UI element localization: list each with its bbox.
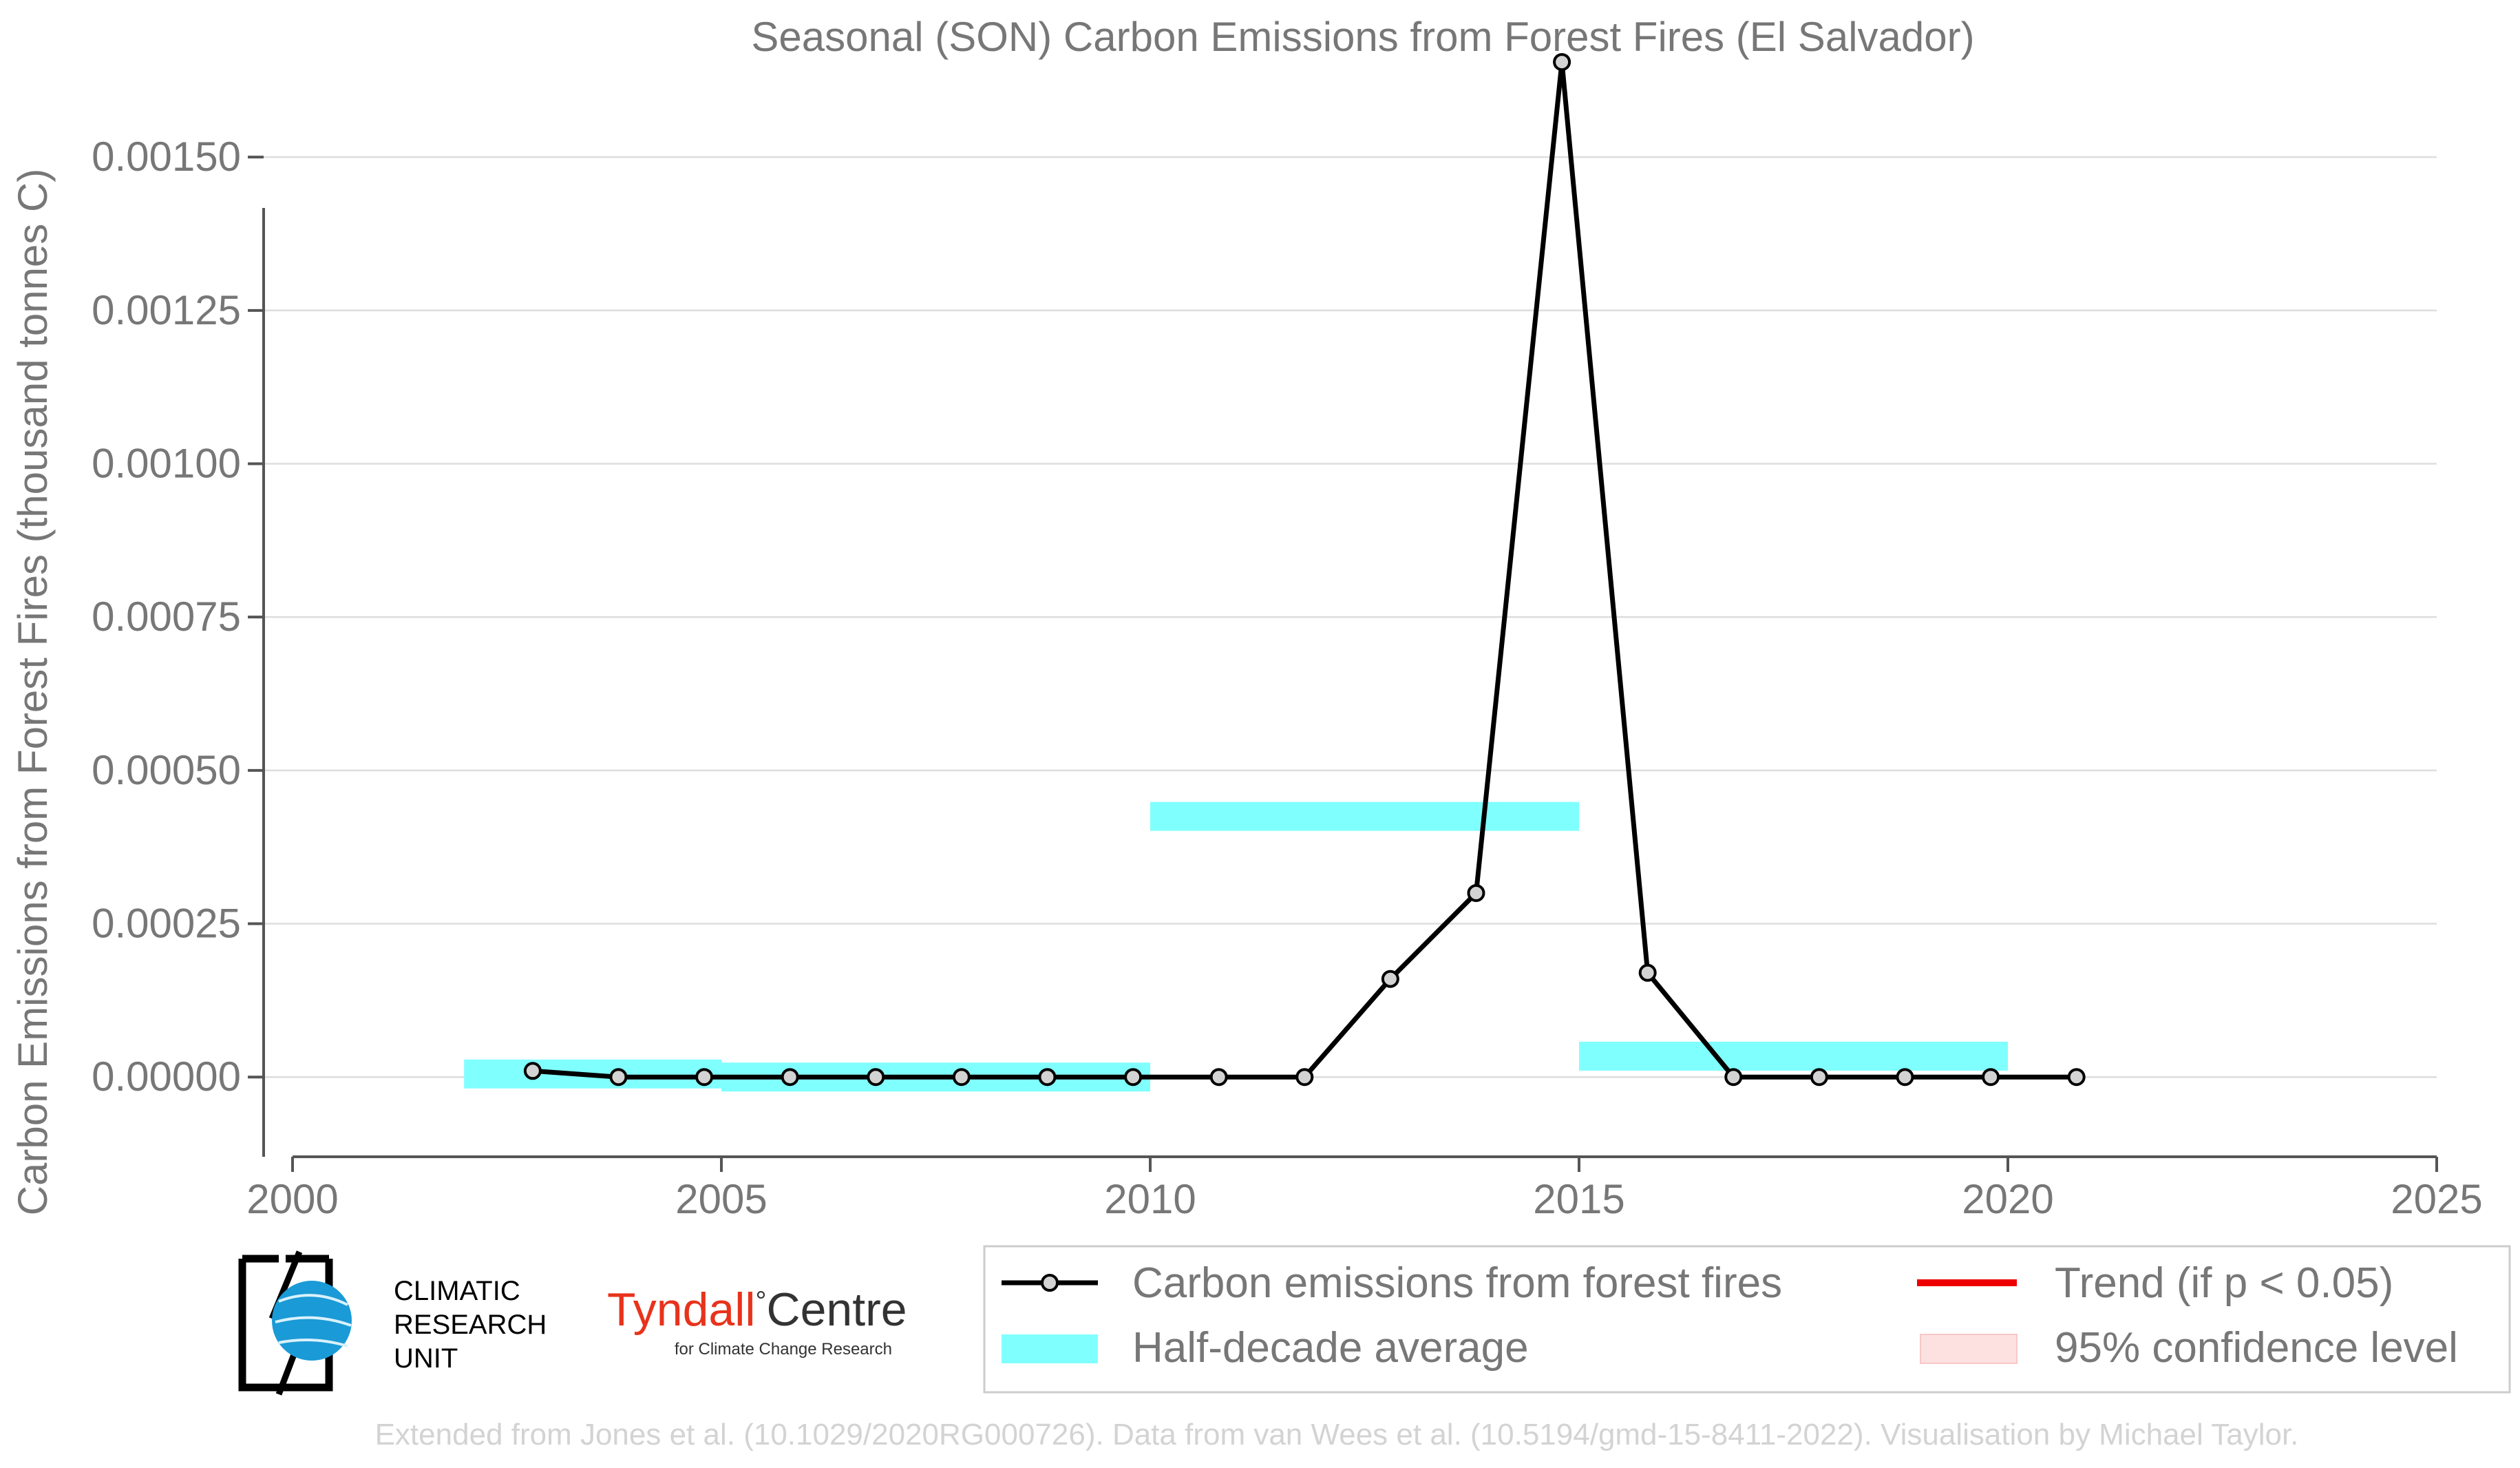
y-tick-labels: 0.00000 0.00025 0.00050 0.00075 0.00100 0.001… — [92, 134, 264, 1100]
y-tick-label: 0.00100 — [92, 440, 241, 486]
y-tick-label: 0.00075 — [92, 594, 241, 640]
chart-title: Seasonal (SON) Carbon Emissions from For… — [751, 14, 1974, 60]
emissions-point — [867, 1068, 885, 1087]
cru-logo: CLIMATIC RESEARCH UNIT — [238, 1250, 547, 1396]
emissions-point — [609, 1068, 628, 1087]
x-tick-label: 2015 — [1533, 1176, 1624, 1222]
x-tick-label: 2010 — [1104, 1176, 1196, 1222]
cru-logo-line-3: UNIT — [394, 1343, 458, 1374]
y-tick-label: 0.00150 — [92, 134, 241, 180]
half-decade-band — [1579, 1041, 2008, 1071]
emissions-point — [1982, 1068, 2000, 1087]
emissions-point — [1038, 1068, 1057, 1087]
tyndall-logo-text: Tyndall°Centre — [607, 1283, 907, 1336]
emissions-point — [523, 1062, 542, 1080]
legend-marker-swatch — [1041, 1274, 1059, 1292]
emissions-point — [1381, 969, 1399, 988]
legend-label-trend: Trend (if p < 0.05) — [2055, 1259, 2393, 1307]
emissions-point — [695, 1068, 714, 1087]
cru-logo-line-2: RESEARCH — [394, 1310, 547, 1340]
emissions-point — [1724, 1068, 1743, 1087]
tyndall-logo-word: Tyndall — [607, 1283, 755, 1336]
axes — [262, 208, 2437, 1158]
x-tick-label: 2000 — [246, 1176, 338, 1222]
emissions-point — [1553, 53, 1571, 72]
source-note: Extended from Jones et al. (10.1029/2020… — [375, 1418, 2299, 1451]
gridlines — [264, 156, 2437, 1078]
half-decade-band — [1150, 801, 1579, 831]
legend-confidence-swatch — [1920, 1334, 2018, 1364]
emissions-point — [1209, 1068, 1228, 1087]
legend-average-swatch — [1002, 1334, 1098, 1363]
tyndall-logo: Tyndall°Centre for Climate Change Resear… — [607, 1283, 907, 1359]
emissions-point — [1810, 1068, 1828, 1087]
emissions-point — [2067, 1068, 2086, 1087]
emissions-point — [781, 1068, 799, 1087]
emissions-point — [952, 1068, 971, 1087]
x-tick-label: 2025 — [2391, 1176, 2482, 1222]
tyndall-logo-centre: Centre — [766, 1283, 907, 1336]
legend-label-average: Half-decade average — [1132, 1324, 1529, 1372]
cru-logo-frame — [238, 1255, 333, 1392]
emissions-point — [1295, 1068, 1314, 1087]
legend: Carbon emissions from forest fires Trend… — [983, 1245, 2511, 1394]
y-tick-label: 0.00000 — [92, 1053, 241, 1100]
emissions-point — [1896, 1068, 1914, 1087]
legend-label-confidence: 95% confidence level — [2055, 1324, 2458, 1372]
y-tick-label: 0.00125 — [92, 287, 241, 333]
half-decade-bands — [464, 801, 2008, 1092]
x-tick-labels: 2000 2005 2010 2015 2020 2025 — [246, 1157, 2483, 1222]
emissions-series — [523, 53, 2086, 1087]
legend-label-emissions: Carbon emissions from forest fires — [1132, 1259, 1782, 1307]
emissions-line — [532, 59, 2077, 1080]
emissions-point — [1638, 963, 1657, 982]
emissions-point — [1124, 1068, 1143, 1087]
emissions-point — [1467, 883, 1485, 902]
y-tick-label: 0.00025 — [92, 901, 241, 947]
tyndall-logo-subtitle: for Climate Change Research — [675, 1340, 892, 1359]
globe-icon-lines — [275, 1294, 352, 1348]
x-tick-label: 2005 — [675, 1176, 767, 1222]
tyndall-logo-degree: ° — [755, 1286, 766, 1317]
legend-frame — [983, 1245, 2511, 1394]
x-tick-label: 2020 — [1962, 1176, 2053, 1222]
y-tick-label: 0.00050 — [92, 747, 241, 793]
cru-logo-line-1: CLIMATIC — [394, 1276, 520, 1306]
y-axis-label: Carbon Emissions from Forest Fires (thou… — [10, 169, 56, 1216]
